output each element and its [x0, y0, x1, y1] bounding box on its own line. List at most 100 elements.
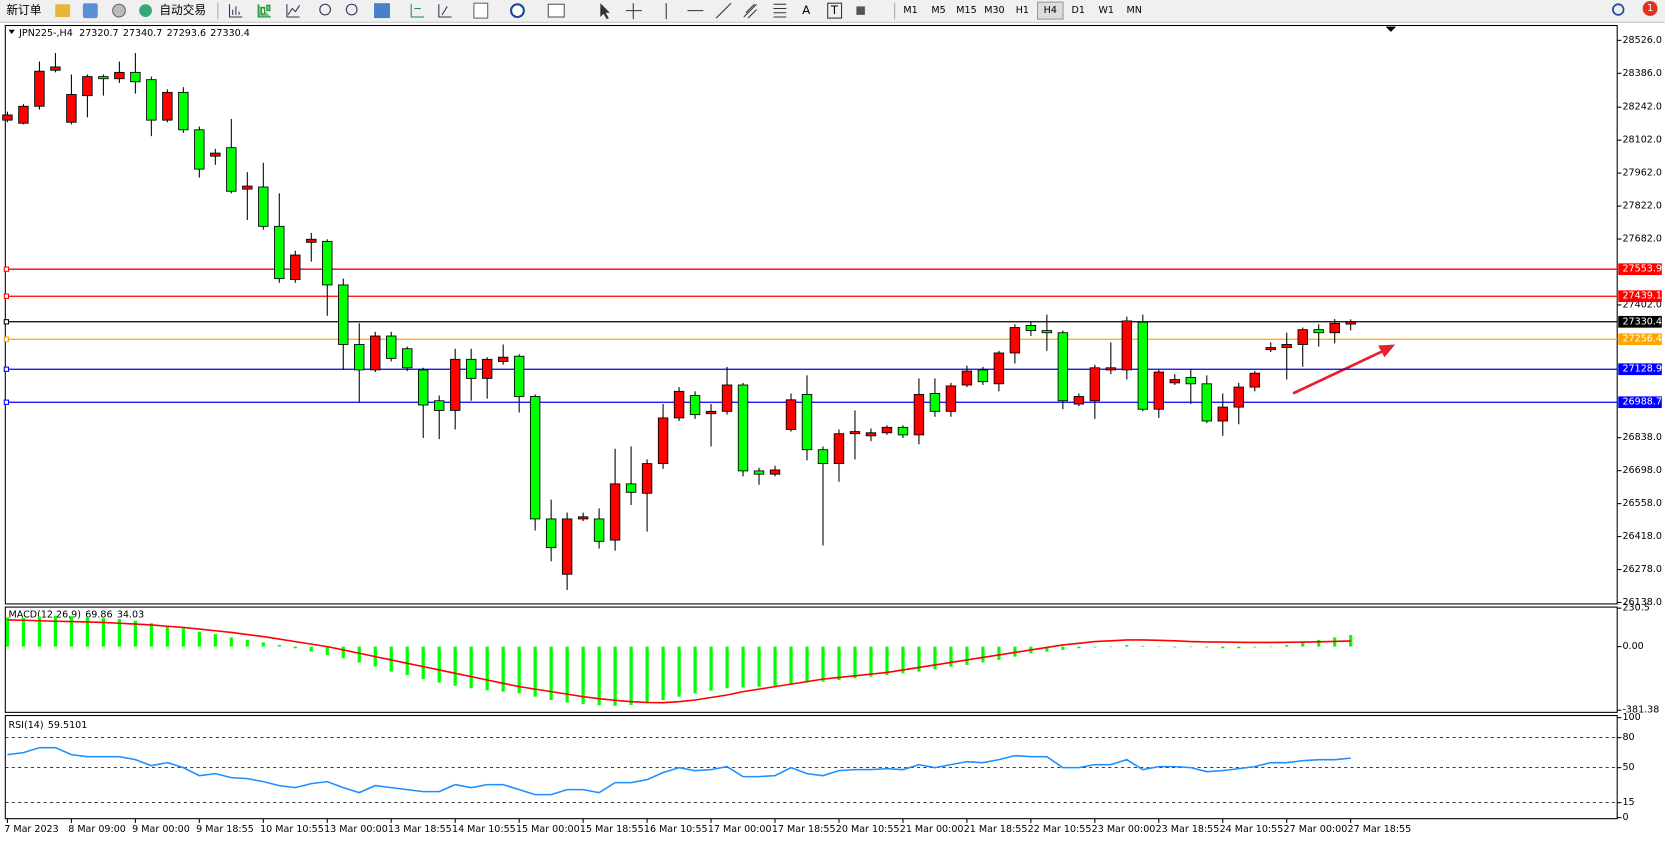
candle-body	[881, 426, 893, 434]
rsi-panel	[4, 715, 1618, 820]
timeframe-button[interactable]	[1037, 1, 1064, 20]
macd-bar	[53, 615, 58, 647]
timeframe-label: W1	[1098, 5, 1114, 16]
level-label: 27256.4	[1622, 334, 1661, 345]
candle-body	[529, 396, 541, 520]
y-tick-label: 26418.0	[1622, 531, 1661, 542]
candle-body	[817, 449, 829, 465]
icon[interactable]	[55, 4, 71, 18]
shapes-icon[interactable]	[856, 6, 865, 15]
candle-body	[1009, 327, 1021, 354]
icon[interactable]	[82, 3, 98, 19]
menu-triangle	[8, 29, 15, 35]
templates-icon[interactable]	[547, 3, 565, 18]
macd-main: 69.86	[85, 609, 112, 620]
macd-bar	[565, 646, 569, 703]
macd-bar	[789, 646, 793, 685]
macd-bar	[357, 646, 361, 663]
x-tick-label: 20 Mar 10:55	[836, 824, 900, 835]
x-tick-label: 21 Mar 18:55	[964, 824, 1028, 835]
candle-chart-icon[interactable]	[257, 4, 271, 18]
macd-bar	[101, 618, 105, 647]
fibo-icon[interactable]	[773, 3, 787, 18]
new-order-button[interactable]: 新订单	[1, 2, 45, 20]
macd-bar	[1285, 644, 1289, 647]
timeframe-button[interactable]	[1009, 2, 1036, 20]
label-tool-frame[interactable]	[827, 2, 843, 19]
timeframe-button[interactable]	[1093, 2, 1119, 20]
x-tick-label: 24 Mar 10:55	[1220, 824, 1284, 835]
x-tick-label: 21 Mar 00:00	[900, 824, 964, 835]
x-tick-label: 8 Mar 09:00	[68, 824, 126, 835]
timeframe-button[interactable]	[1065, 2, 1092, 20]
macd-bar	[325, 646, 329, 655]
candle-body	[801, 393, 813, 451]
x-tick-label: 22 Mar 10:55	[1028, 824, 1092, 835]
scroll-icon[interactable]	[410, 4, 424, 18]
search-icon[interactable]	[1612, 3, 1625, 16]
level-label-box	[1618, 290, 1662, 303]
timeframe-button[interactable]	[1121, 2, 1147, 20]
periods-icon[interactable]	[510, 3, 525, 19]
tile-icon[interactable]	[374, 3, 390, 19]
text-tool[interactable]: A	[802, 3, 810, 17]
candle-body	[1057, 332, 1069, 402]
shift-icon[interactable]	[438, 4, 452, 18]
level-marker	[3, 399, 10, 405]
candle-body	[1105, 367, 1117, 371]
notification-badge[interactable]	[1642, 1, 1658, 16]
macd-bar	[1221, 646, 1225, 649]
channel-icon[interactable]	[743, 3, 757, 19]
icon[interactable]	[112, 3, 126, 18]
macd-bar	[181, 628, 185, 647]
macd-bar	[1269, 646, 1273, 648]
macd-bar	[581, 646, 585, 705]
candle-body	[753, 470, 765, 475]
macd-bar	[389, 646, 393, 672]
line-chart-icon[interactable]	[286, 4, 301, 18]
candle-body	[1025, 324, 1037, 332]
candle-body	[210, 152, 221, 157]
timeframe-button[interactable]	[925, 2, 952, 20]
macd-bar	[725, 646, 729, 689]
macd-bar	[245, 639, 249, 647]
candle-body	[370, 335, 381, 371]
level-label-box	[1618, 263, 1662, 276]
rsi-value: 59.5101	[48, 720, 87, 731]
macd-bar	[677, 646, 681, 697]
candle-body	[433, 400, 445, 411]
candle-body	[865, 432, 877, 437]
bar-chart-icon[interactable]	[228, 4, 243, 18]
macd-bar	[965, 646, 969, 665]
macd-bar	[1141, 645, 1145, 647]
y-tick-label: 27682.0	[1622, 234, 1661, 245]
timeframe-button[interactable]	[981, 2, 1008, 20]
zoom-out-icon[interactable]	[345, 3, 358, 16]
macd-bar	[1237, 646, 1241, 649]
candle-body	[194, 129, 205, 170]
macd-bar	[133, 620, 137, 647]
zoom-in-icon[interactable]	[319, 3, 331, 16]
timeframe-label: M1	[903, 5, 917, 16]
macd-bar	[853, 646, 857, 679]
trendline-icon[interactable]	[715, 2, 732, 19]
crosshair-icon[interactable]	[625, 3, 642, 20]
indicators-icon[interactable]	[473, 2, 489, 19]
label-tool[interactable]: T	[830, 3, 839, 17]
macd-bar	[1125, 644, 1129, 647]
macd-bar	[885, 646, 889, 675]
x-tick-label: 9 Mar 18:55	[196, 824, 254, 835]
level-label-box	[1618, 363, 1662, 376]
timeframe-button[interactable]	[953, 2, 980, 20]
timeframe-button[interactable]	[897, 2, 924, 20]
auto-trading-button[interactable]: 自动交易	[139, 3, 206, 17]
cursor-icon[interactable]	[600, 3, 610, 20]
rsi-title: RSI(14)	[9, 720, 44, 731]
candle-body	[1297, 329, 1308, 345]
x-tick-label: 7 Mar 2023	[4, 824, 58, 835]
level-marker	[3, 319, 10, 325]
shift-marker	[1385, 26, 1397, 32]
level-label: 27128.9	[1622, 364, 1661, 375]
candle-body	[961, 370, 973, 386]
